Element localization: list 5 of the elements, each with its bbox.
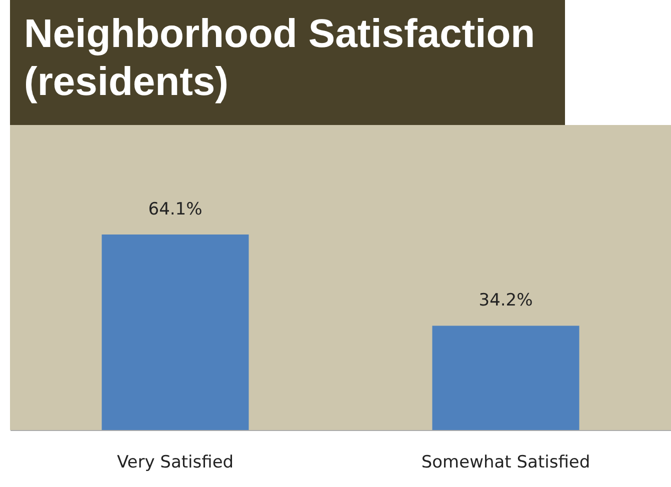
x-tick-label: Somewhat Satisfied — [421, 452, 590, 472]
data-label: 34.2% — [478, 290, 533, 311]
data-label: 64.1% — [148, 199, 202, 220]
chart-title: Neighborhood Satisfaction (residents) — [10, 0, 565, 125]
x-tick-label: Very Satisfied — [116, 452, 234, 472]
